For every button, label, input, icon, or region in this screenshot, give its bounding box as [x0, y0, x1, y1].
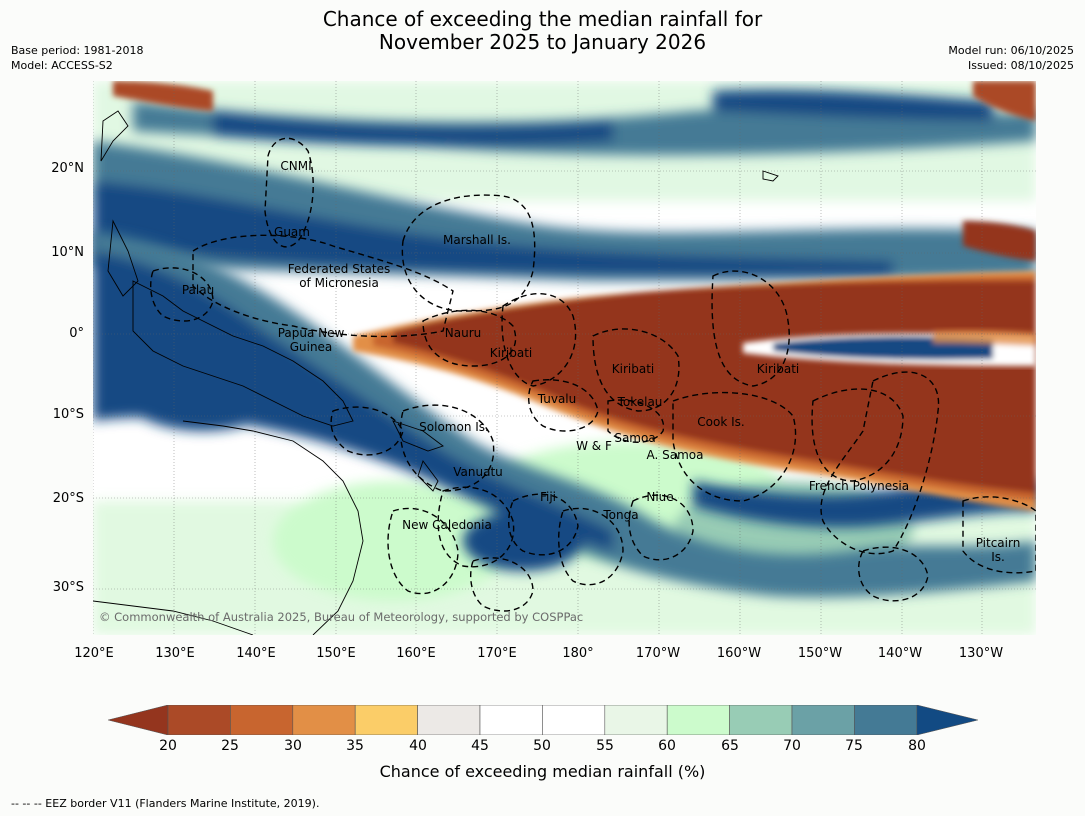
colorbar-tick: 50: [533, 738, 551, 754]
coastlines: [93, 110, 779, 635]
label-nauru: Nauru: [444, 326, 482, 340]
colorbar-segment: [230, 705, 294, 735]
colorbar-segment: [854, 705, 918, 735]
base-period: Base period: 1981-2018: [11, 44, 144, 57]
label-tokelau: Tokelau: [617, 395, 663, 409]
label-wallis-futuna: W & F: [576, 439, 612, 453]
label-solomon-islands: Solomon Is.: [419, 420, 489, 434]
colorbar-segment: [729, 705, 793, 735]
colorbar-tick: 40: [409, 738, 427, 754]
lon-label: 160°E: [396, 646, 436, 661]
colorbar-tick: 65: [721, 738, 739, 754]
lat-label: 20°S: [52, 491, 84, 506]
label-fsm-line1: Federated States: [287, 262, 391, 276]
label-png-line2: Guinea: [289, 340, 333, 354]
lon-label: 120°E: [74, 646, 114, 661]
lat-label: 0°: [69, 326, 84, 341]
map-field: [93, 81, 1036, 635]
lon-label: 130°E: [155, 646, 195, 661]
colorbar-segment: [791, 705, 855, 735]
rainfall-map: [93, 81, 1036, 635]
label-new-caledonia: New Caledonia: [402, 518, 492, 532]
lat-label: 10°S: [52, 407, 84, 422]
lat-label: 30°S: [52, 580, 84, 595]
lon-label: 180°: [562, 646, 594, 661]
field-wet-southwest: [93, 231, 1036, 598]
colorbar: [108, 705, 978, 735]
colorbar-tick: 55: [596, 738, 614, 754]
colorbar-segment: [417, 705, 481, 735]
issued-date: Issued: 08/10/2025: [967, 59, 1074, 72]
colorbar-label: Chance of exceeding median rainfall (%): [379, 762, 706, 781]
colorbar-tick: 25: [221, 738, 239, 754]
colorbar-tick: 20: [159, 738, 177, 754]
label-cnmi: CNMI: [280, 159, 312, 173]
colorbar-segment: [479, 705, 543, 735]
meta-right: Model run: 06/10/2025 Issued: 08/10/2025: [948, 43, 1074, 73]
map-title: Chance of exceeding the median rainfall …: [0, 8, 1085, 54]
label-pitcairn-line1: Pitcairn: [975, 536, 1021, 550]
lat-label: 20°N: [51, 161, 84, 176]
model-run: Model run: 06/10/2025: [948, 44, 1074, 57]
lon-label: 150°E: [316, 646, 356, 661]
colorbar-tick: 60: [658, 738, 676, 754]
field-wet-streak: [743, 330, 1036, 366]
label-tonga: Tonga: [603, 508, 639, 522]
label-pitcairn-line2: Is.: [991, 550, 1005, 564]
lon-label: 140°W: [877, 646, 923, 661]
label-kiribati-west: Kiribati: [489, 346, 533, 360]
lon-label: 170°W: [635, 646, 681, 661]
colorbar-segment: [167, 705, 231, 735]
label-american-samoa: A. Samoa: [646, 448, 704, 462]
label-guam: Guam: [274, 225, 310, 239]
label-cook-islands: Cook Is.: [697, 415, 745, 429]
colorbar-tick: 30: [284, 738, 302, 754]
label-kiribati-east: Kiribati: [756, 362, 800, 376]
graticule: [93, 81, 1036, 635]
label-fsm-line2: of Micronesia: [299, 276, 379, 290]
colorbar-tick: 80: [908, 738, 926, 754]
colorbar-segment: [354, 705, 418, 735]
colorbar-tick: 45: [471, 738, 489, 754]
colorbar-segment: [666, 705, 730, 735]
title-line-1: Chance of exceeding the median rainfall …: [322, 7, 763, 31]
label-png-line1: Papua New: [277, 326, 345, 340]
label-tuvalu: Tuvalu: [537, 392, 577, 406]
label-french-polynesia: French Polynesia: [808, 479, 910, 493]
colorbar-under-arrow: [108, 705, 169, 735]
lon-label: 160°W: [716, 646, 762, 661]
label-samoa: Samoa: [614, 431, 656, 445]
colorbar-tick: 70: [783, 738, 801, 754]
model-name: Model: ACCESS-S2: [11, 59, 113, 72]
label-niue: Niue: [646, 490, 674, 504]
meta-left: Base period: 1981-2018 Model: ACCESS-S2: [11, 43, 143, 73]
title-line-2: November 2025 to January 2026: [378, 30, 707, 54]
copyright-notice: © Commonwealth of Australia 2025, Bureau…: [99, 610, 584, 624]
lat-label: 10°N: [51, 245, 84, 260]
lon-label: 170°E: [477, 646, 517, 661]
label-palau: Palau: [181, 283, 215, 297]
eez-borders: [150, 137, 1036, 612]
label-vanuatu: Vanuatu: [453, 465, 503, 479]
colorbar-segment: [542, 705, 606, 735]
eez-legend-note: -- -- -- EEZ border V11 (Flanders Marine…: [11, 797, 320, 810]
colorbar-tick: 35: [346, 738, 364, 754]
colorbar-tick: 75: [845, 738, 863, 754]
label-marshall-islands: Marshall Is.: [443, 233, 511, 247]
lon-label: 150°W: [797, 646, 843, 661]
lon-label: 140°E: [236, 646, 276, 661]
colorbar-over-arrow: [916, 705, 978, 735]
field-wet-north: [93, 89, 1036, 281]
lon-label: 130°W: [958, 646, 1004, 661]
colorbar-segment: [604, 705, 668, 735]
label-fiji: Fiji: [539, 490, 557, 504]
label-kiribati-central: Kiribati: [611, 362, 655, 376]
colorbar-segment: [292, 705, 356, 735]
